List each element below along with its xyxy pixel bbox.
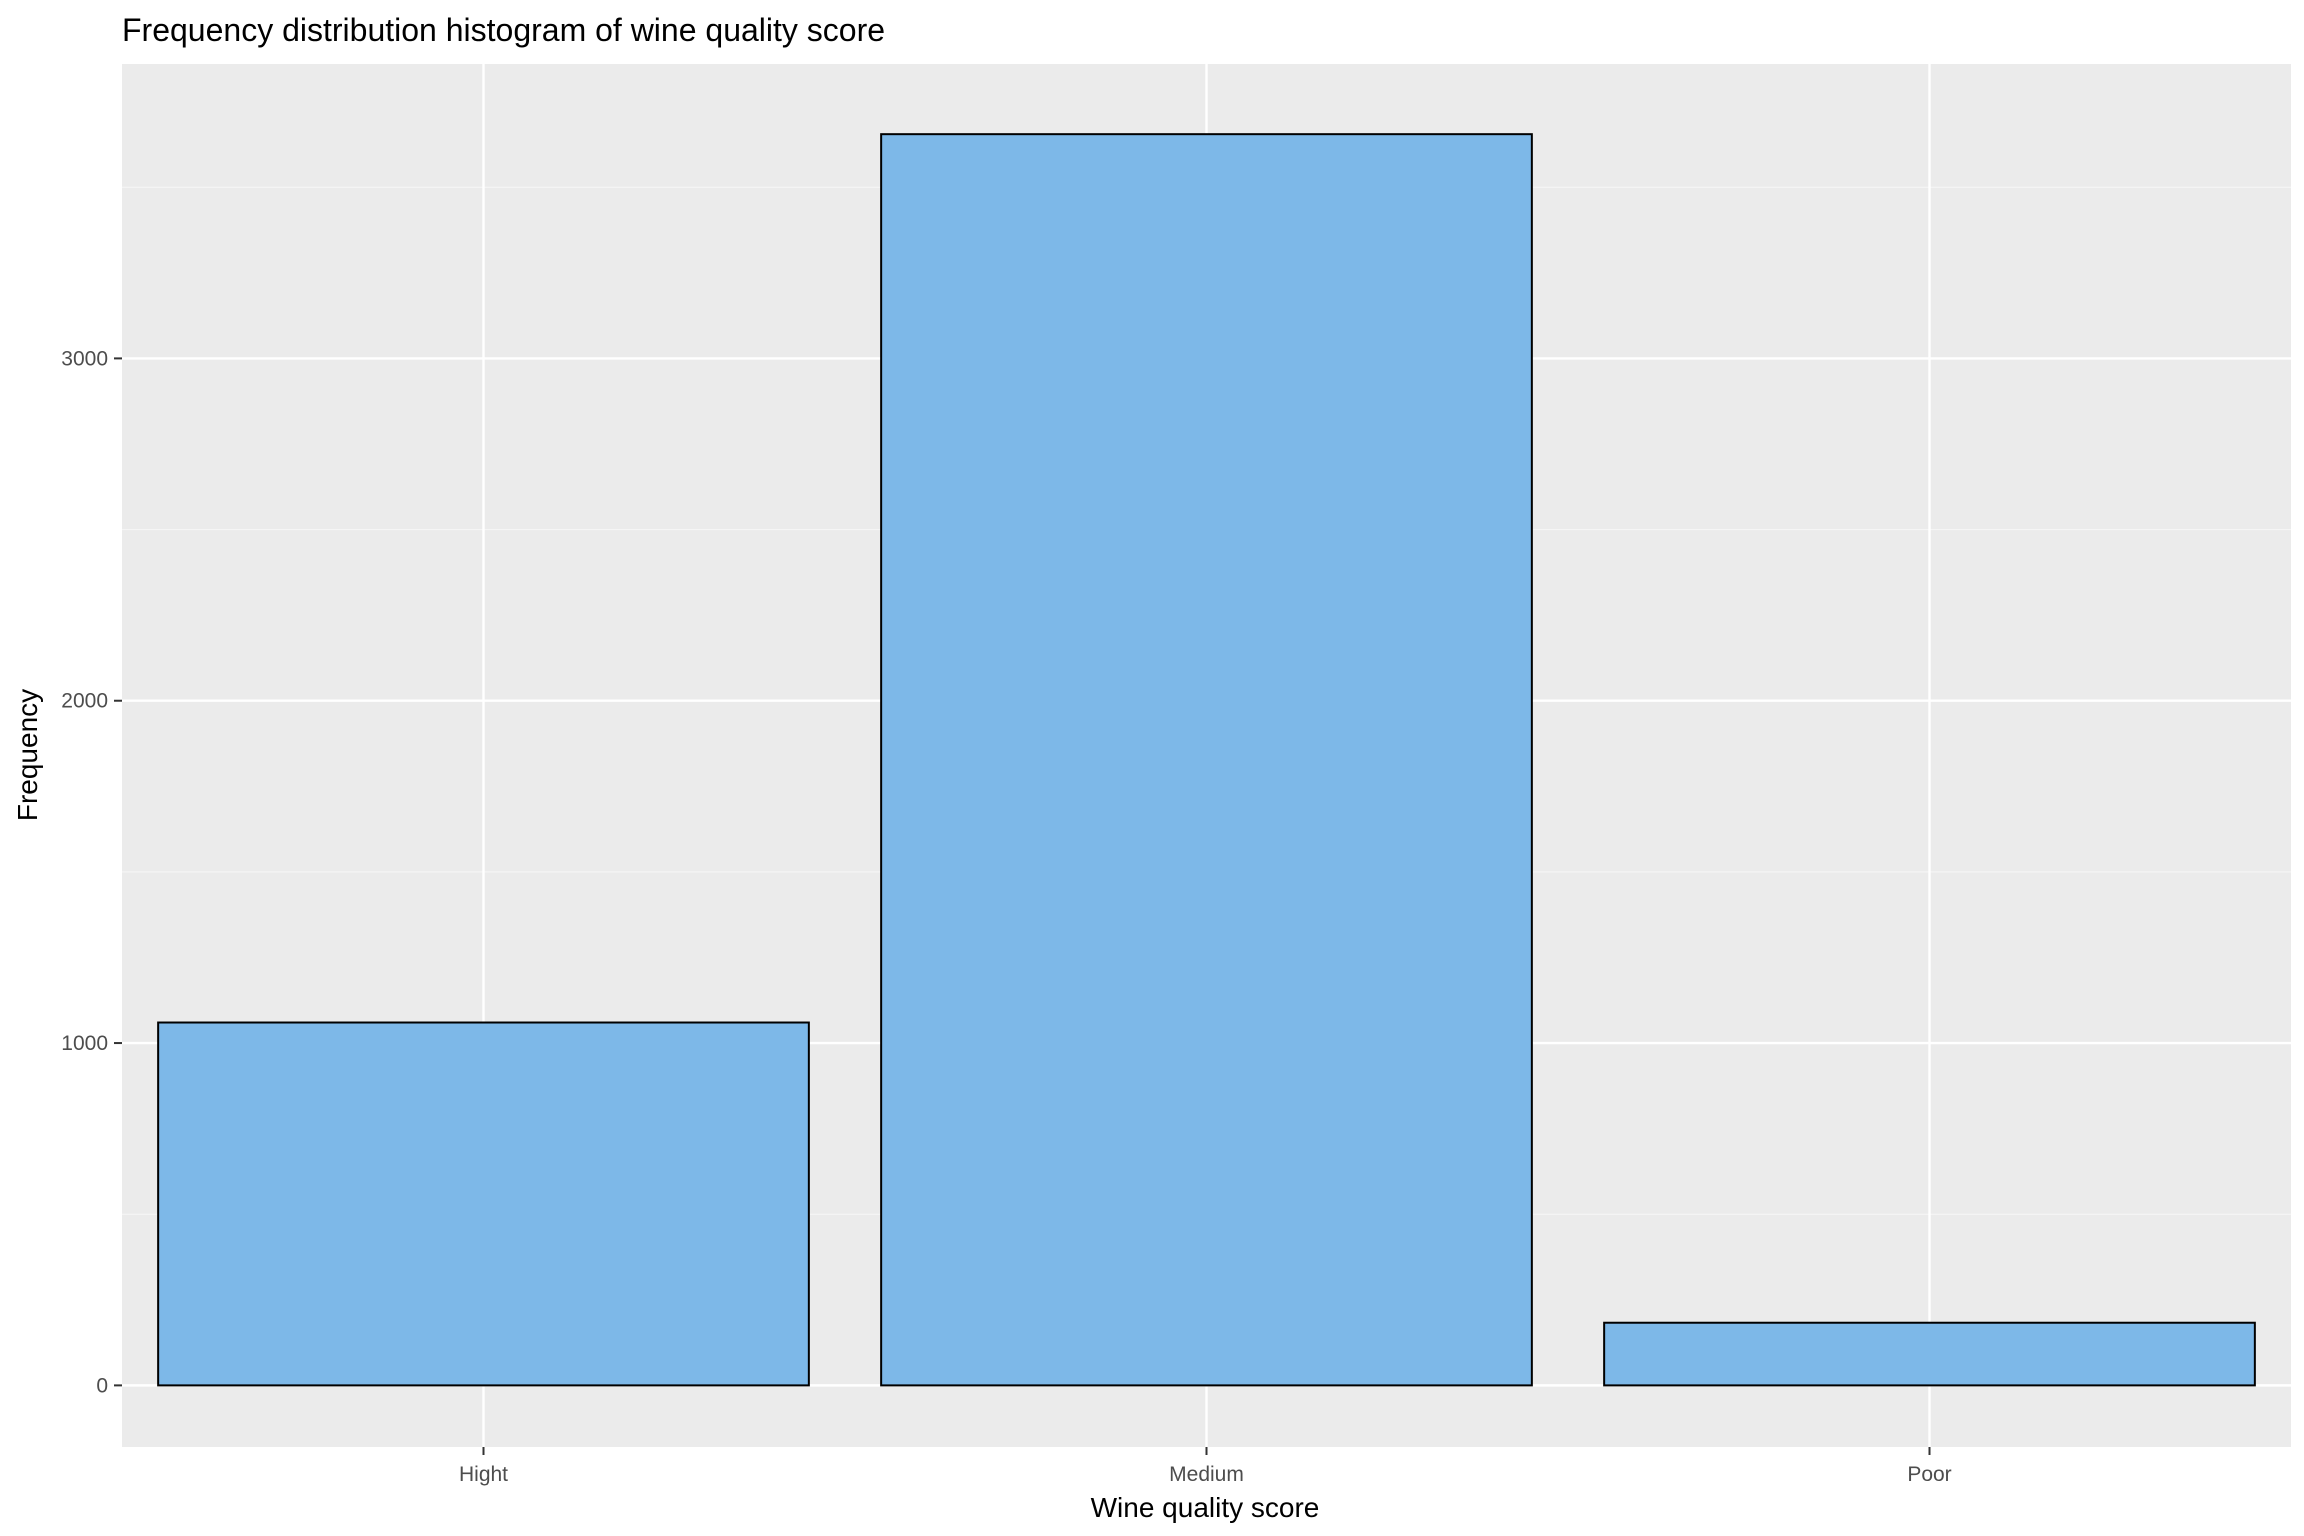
x-axis-ticks: Hight Medium Poor: [459, 1447, 1952, 1486]
y-axis-title: Frequency: [12, 689, 43, 821]
chart-title: Frequency distribution histogram of wine…: [122, 12, 885, 48]
bars: [157, 133, 2256, 1387]
x-tick-label-hight: Hight: [459, 1463, 508, 1486]
bar-medium: [880, 133, 1533, 1387]
x-tick-label-medium: Medium: [1169, 1463, 1244, 1486]
y-axis-ticks: 0 1000 2000 3000: [61, 347, 122, 1397]
bar-hight: [157, 1021, 810, 1387]
y-tick-label-3: 3000: [61, 347, 108, 370]
y-tick-label-0: 0: [96, 1374, 108, 1397]
x-tick-label-poor: Poor: [1907, 1463, 1951, 1486]
y-tick-label-2: 2000: [61, 690, 108, 713]
bar-poor: [1603, 1321, 2256, 1387]
y-tick-label-1: 1000: [61, 1032, 108, 1055]
x-axis-title: Wine quality score: [1091, 1492, 1320, 1523]
